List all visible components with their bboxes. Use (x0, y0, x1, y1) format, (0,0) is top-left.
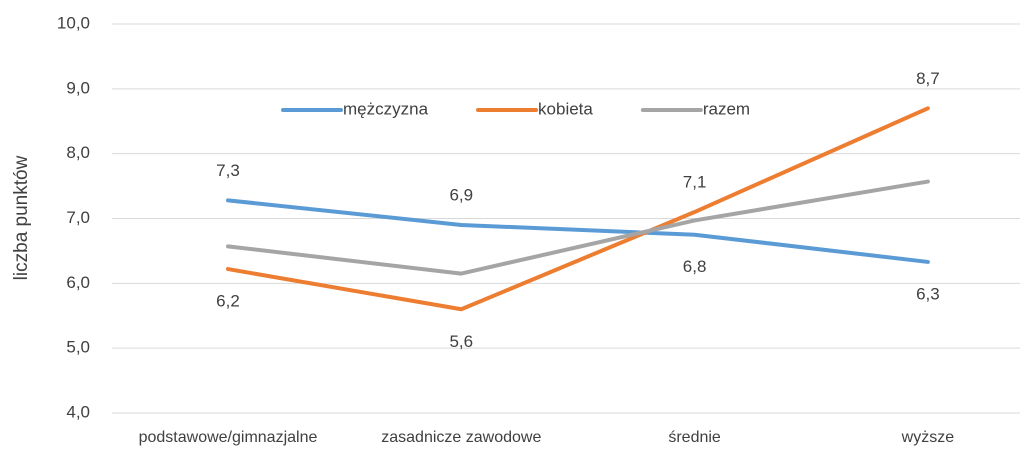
x-tick-label: średnie (668, 429, 721, 446)
series-line (226, 106, 930, 312)
data-label: 6,9 (449, 185, 473, 204)
data-label: 7,1 (683, 173, 707, 192)
legend-label: kobieta (538, 99, 593, 118)
data-label: 6,2 (216, 292, 240, 311)
data-label: 6,8 (683, 257, 707, 276)
x-tick-label: wyższe (901, 429, 955, 446)
series-line (226, 179, 930, 276)
y-tick-label: 6,0 (66, 273, 90, 292)
data-label: 5,6 (449, 332, 473, 351)
y-tick-label: 5,0 (66, 338, 90, 357)
y-tick-label: 7,0 (66, 208, 90, 227)
series-line (226, 198, 930, 264)
x-tick-label: zasadnicze zawodowe (381, 429, 541, 446)
y-tick-label: 4,0 (66, 402, 90, 421)
x-tick-label: podstawowe/gimnazjalne (139, 429, 318, 446)
y-axis-label: liczba punktów (11, 155, 32, 280)
y-tick-label: 10,0 (57, 13, 90, 32)
y-tick-label: 9,0 (66, 78, 90, 97)
data-label: 6,3 (916, 284, 940, 303)
data-label: 8,7 (916, 69, 940, 88)
y-tick-label: 8,0 (66, 143, 90, 162)
data-label: 7,3 (216, 161, 240, 180)
legend-label: razem (703, 99, 750, 118)
legend: mężczyzna kobieta razem (281, 99, 750, 118)
legend-label: mężczyzna (343, 99, 429, 118)
